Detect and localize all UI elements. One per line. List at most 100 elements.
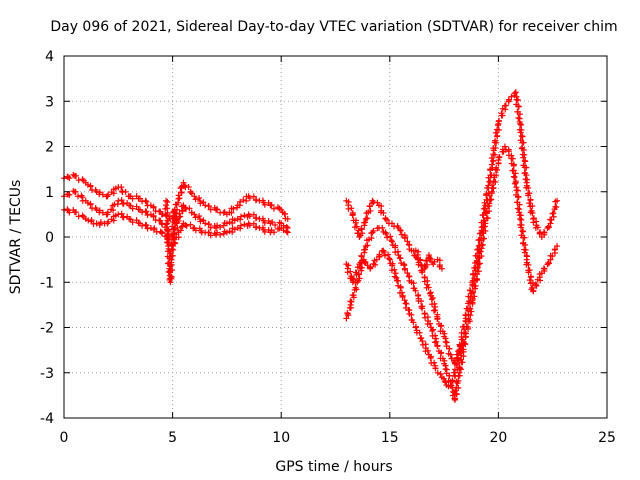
data-point xyxy=(417,257,424,264)
data-point xyxy=(424,281,431,288)
data-point xyxy=(384,234,391,241)
data-point xyxy=(120,214,127,221)
data-point xyxy=(143,208,150,215)
data-point xyxy=(530,219,537,226)
data-point xyxy=(357,265,364,272)
data-point xyxy=(129,219,136,226)
data-point xyxy=(518,132,525,139)
data-point xyxy=(480,224,487,231)
data-point xyxy=(447,351,454,358)
data-point xyxy=(129,195,136,202)
data-point xyxy=(478,253,485,260)
x-tick-label: 5 xyxy=(168,430,177,446)
data-point xyxy=(196,194,203,201)
data-point xyxy=(554,197,561,204)
data-point xyxy=(510,167,517,174)
data-point xyxy=(223,220,230,227)
data-point xyxy=(230,205,237,212)
data-point xyxy=(431,339,438,346)
data-point xyxy=(250,193,257,200)
data-point xyxy=(536,230,543,237)
data-point xyxy=(168,274,175,281)
data-point xyxy=(541,265,548,272)
data-point xyxy=(376,251,383,258)
data-point xyxy=(486,208,493,215)
data-point xyxy=(521,246,528,253)
data-point xyxy=(364,215,371,222)
data-point xyxy=(486,200,493,207)
data-point xyxy=(250,220,257,227)
data-point xyxy=(495,126,502,133)
y-tick-label: 1 xyxy=(45,185,54,201)
data-point xyxy=(455,384,462,391)
data-point xyxy=(380,209,387,216)
data-point xyxy=(521,234,528,241)
data-point xyxy=(460,339,467,346)
data-point xyxy=(426,255,433,262)
data-point xyxy=(246,222,253,229)
data-point xyxy=(143,222,150,229)
data-point xyxy=(205,221,212,228)
data-point xyxy=(183,222,190,229)
data-point xyxy=(197,218,204,225)
data-point xyxy=(191,211,198,218)
data-point xyxy=(144,225,151,232)
data-point xyxy=(186,205,193,212)
data-point xyxy=(428,353,435,360)
data-point xyxy=(367,263,374,270)
data-point xyxy=(246,213,253,220)
data-point xyxy=(93,220,100,227)
data-point xyxy=(202,202,209,209)
data-point xyxy=(452,373,459,380)
data-point xyxy=(169,223,176,230)
data-point xyxy=(488,196,495,203)
data-point xyxy=(492,145,499,152)
data-point xyxy=(164,232,171,239)
data-point xyxy=(214,206,221,213)
data-point xyxy=(358,253,365,260)
data-point xyxy=(284,229,291,236)
data-point xyxy=(517,120,524,127)
data-point xyxy=(213,206,220,213)
data-point xyxy=(207,206,214,213)
data-point xyxy=(223,229,230,236)
data-point xyxy=(502,102,509,109)
data-point xyxy=(396,255,403,262)
data-point xyxy=(187,221,194,228)
data-point xyxy=(370,227,377,234)
data-point xyxy=(272,221,279,228)
data-point xyxy=(549,253,556,260)
data-point xyxy=(115,211,122,218)
data-point xyxy=(422,314,429,321)
data-point xyxy=(388,238,395,245)
data-point xyxy=(548,216,555,223)
data-point xyxy=(200,199,207,206)
data-point xyxy=(518,224,525,231)
data-point xyxy=(99,191,106,198)
data-point xyxy=(192,227,199,234)
data-point xyxy=(425,252,432,259)
y-tick-label: -2 xyxy=(40,321,54,337)
y-tick-label: 2 xyxy=(45,140,54,156)
data-point xyxy=(253,196,260,203)
y-tick-label: 3 xyxy=(45,94,54,110)
data-point xyxy=(96,189,103,196)
data-point xyxy=(447,382,454,389)
data-point xyxy=(476,248,483,255)
data-point xyxy=(192,214,199,221)
data-point xyxy=(508,155,515,162)
data-point xyxy=(64,206,71,213)
y-tick-label: -1 xyxy=(40,275,54,291)
data-point xyxy=(143,198,150,205)
data-point xyxy=(554,243,561,250)
data-point xyxy=(526,200,533,207)
data-point xyxy=(105,191,112,198)
y-tick-label: 0 xyxy=(45,230,54,246)
data-point xyxy=(530,287,537,294)
data-point xyxy=(545,259,552,266)
data-point xyxy=(362,258,369,265)
data-point xyxy=(496,117,503,124)
data-point xyxy=(457,350,464,357)
data-point xyxy=(515,103,522,110)
